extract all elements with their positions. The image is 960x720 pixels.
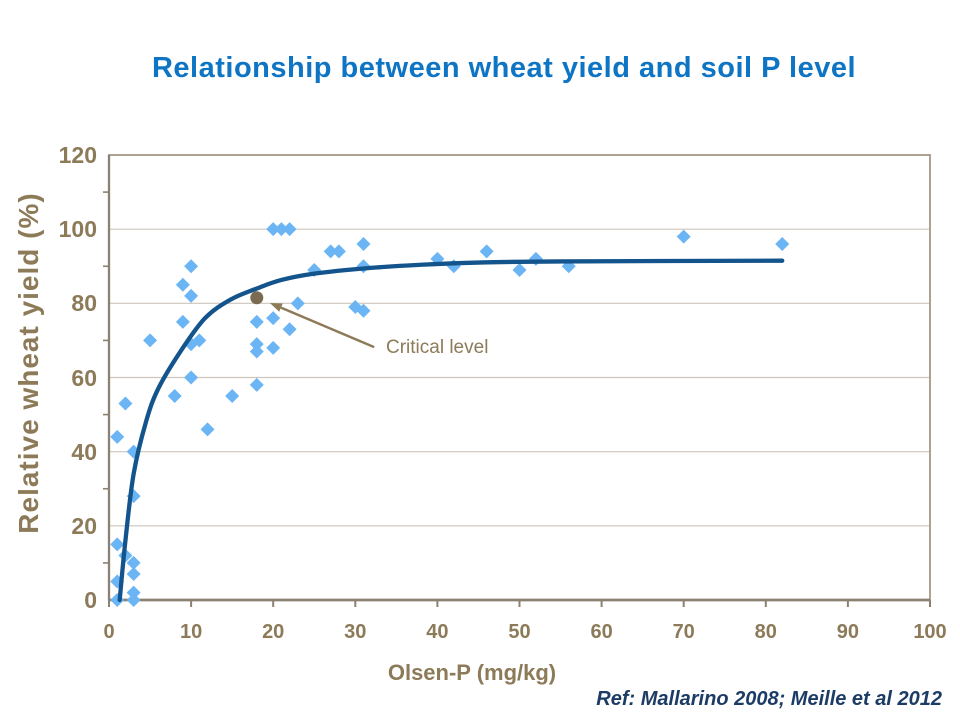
data-point <box>274 222 289 237</box>
annotation-arrow <box>269 302 375 349</box>
gridlines <box>109 228 930 527</box>
data-point <box>323 244 338 259</box>
y-tick-label: 60 <box>71 364 97 391</box>
data-point <box>282 322 297 337</box>
data-point <box>249 337 264 352</box>
data-point <box>356 303 371 318</box>
critical-level-point <box>250 291 264 305</box>
axes <box>103 154 931 607</box>
x-tick-label: 100 <box>913 621 947 643</box>
data-point <box>175 277 190 292</box>
data-point <box>110 429 125 444</box>
y-tick-label: 0 <box>84 587 97 613</box>
x-tick-label: 50 <box>508 621 531 643</box>
x-tick-label: 90 <box>836 621 860 643</box>
data-point <box>676 229 691 244</box>
y-axis-title: Relative wheat yield (%) <box>13 192 44 534</box>
data-point <box>266 311 281 326</box>
data-point <box>126 593 141 607</box>
data-point <box>266 340 281 355</box>
x-axis-title: Olsen-P (mg/kg) <box>387 660 557 685</box>
data-point <box>143 333 158 348</box>
data-point <box>184 259 199 274</box>
y-tick-label: 40 <box>71 438 97 465</box>
data-point <box>479 244 494 259</box>
data-point <box>225 389 240 404</box>
data-point <box>126 585 141 600</box>
x-tick-label: 60 <box>590 621 613 643</box>
chart-title: Relationship between wheat yield and soi… <box>151 52 857 84</box>
trend-curve <box>117 258 785 603</box>
data-point <box>249 314 264 329</box>
y-tick-label: 20 <box>71 512 97 539</box>
reference-text: Ref: Mallarino 2008; Meille et al 2012 <box>596 688 942 710</box>
x-tick-label: 70 <box>672 621 695 643</box>
data-point <box>184 288 199 303</box>
data-point <box>175 314 190 329</box>
x-tick-label: 0 <box>103 621 115 643</box>
data-point <box>184 370 199 385</box>
data-point <box>331 244 346 259</box>
data-point <box>118 396 133 411</box>
scatter-points <box>110 222 790 607</box>
data-point <box>290 296 305 311</box>
y-tick-label: 120 <box>58 142 97 168</box>
data-point <box>192 333 207 348</box>
x-tick-label: 80 <box>754 621 777 643</box>
x-tick-label: 40 <box>426 621 449 643</box>
data-point <box>512 262 527 277</box>
y-tick-label: 100 <box>58 216 97 243</box>
data-point <box>775 237 790 251</box>
x-tick-label: 20 <box>262 621 285 643</box>
data-point <box>266 222 281 237</box>
y-tick-label: 80 <box>71 290 97 317</box>
data-point <box>110 537 125 552</box>
data-point <box>356 237 371 251</box>
data-point <box>126 555 141 570</box>
data-point <box>282 222 297 237</box>
data-point <box>249 344 264 359</box>
x-tick-label: 30 <box>344 621 367 643</box>
data-point <box>249 377 264 392</box>
data-point <box>200 422 215 437</box>
data-point <box>167 389 182 404</box>
data-point <box>126 567 141 582</box>
arrow-line <box>280 306 375 349</box>
arrow-head <box>269 302 283 312</box>
x-tick-label: 10 <box>179 621 203 643</box>
critical-level-label: Critical level <box>386 337 489 358</box>
